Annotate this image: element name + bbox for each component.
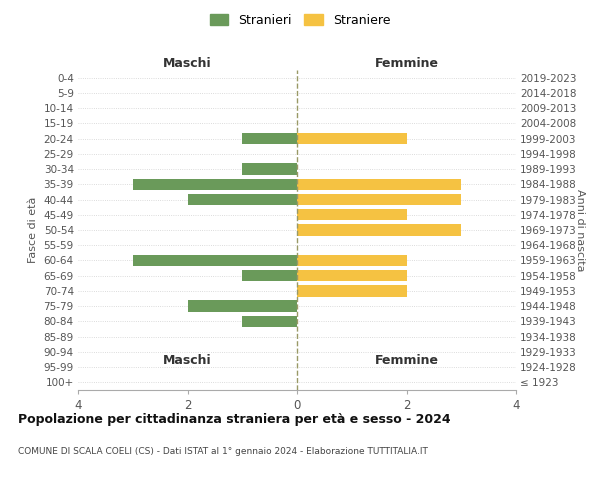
Bar: [297, 209, 407, 220]
Text: Femmine: Femmine: [374, 57, 439, 70]
Bar: [297, 133, 407, 144]
Text: Maschi: Maschi: [163, 354, 212, 367]
Bar: [133, 255, 297, 266]
Text: Femmine: Femmine: [374, 354, 439, 367]
Text: Popolazione per cittadinanza straniera per età e sesso - 2024: Popolazione per cittadinanza straniera p…: [18, 412, 451, 426]
Bar: [297, 224, 461, 235]
Bar: [297, 178, 461, 190]
Bar: [297, 194, 461, 205]
Y-axis label: Anni di nascita: Anni di nascita: [575, 188, 585, 271]
Text: Maschi: Maschi: [163, 57, 212, 70]
Bar: [297, 255, 407, 266]
Bar: [188, 194, 297, 205]
Y-axis label: Fasce di età: Fasce di età: [28, 197, 38, 263]
Bar: [297, 285, 407, 296]
Bar: [242, 133, 297, 144]
Bar: [242, 270, 297, 281]
Bar: [242, 316, 297, 327]
Legend: Stranieri, Straniere: Stranieri, Straniere: [205, 8, 395, 32]
Text: COMUNE DI SCALA COELI (CS) - Dati ISTAT al 1° gennaio 2024 - Elaborazione TUTTIT: COMUNE DI SCALA COELI (CS) - Dati ISTAT …: [18, 448, 428, 456]
Bar: [133, 178, 297, 190]
Bar: [242, 164, 297, 175]
Bar: [297, 270, 407, 281]
Bar: [188, 300, 297, 312]
